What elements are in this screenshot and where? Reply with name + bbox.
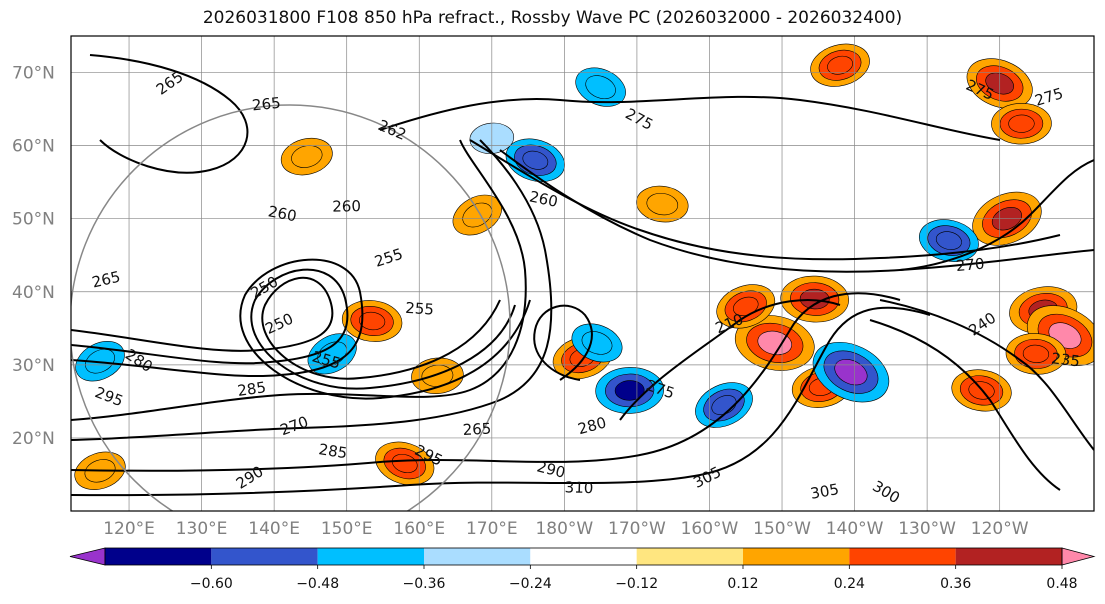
map-background bbox=[71, 36, 1094, 511]
colorbar-frame bbox=[104, 547, 1063, 566]
contour-line bbox=[71, 306, 931, 497]
contour-line bbox=[469, 139, 1061, 261]
contour-line bbox=[71, 139, 527, 421]
anomaly-patch bbox=[757, 330, 793, 356]
colorbar-segment bbox=[424, 548, 531, 565]
anomaly-patch bbox=[827, 55, 853, 75]
contour-line bbox=[619, 299, 841, 421]
lon-tick-label: 160°E bbox=[393, 519, 445, 539]
map-frame bbox=[70, 35, 1095, 512]
colorbar-tick-label: 0.36 bbox=[940, 576, 971, 592]
graticule bbox=[71, 36, 1094, 511]
colorbar-tick-label: −0.48 bbox=[296, 576, 339, 592]
contour-line bbox=[89, 54, 249, 174]
lon-tick-label: 140°E bbox=[248, 519, 300, 539]
colorbar-extend-high bbox=[1061, 547, 1096, 566]
contour-label: 255 bbox=[405, 299, 435, 319]
contour-label: 310 bbox=[564, 478, 593, 497]
lon-tick-label: 170°W bbox=[608, 519, 666, 539]
lon-tick-label: 120°W bbox=[971, 519, 1029, 539]
colorbar-segment bbox=[530, 548, 637, 565]
refractivity-contours bbox=[71, 54, 1094, 497]
lon-tick-label: 130°W bbox=[898, 519, 956, 539]
lon-tick-label: 150°E bbox=[321, 519, 373, 539]
map-panel: 2652652622552602502602752652552502552802… bbox=[71, 36, 1094, 511]
contour-label: 305 bbox=[809, 480, 840, 503]
colorbar-tick-label: −0.36 bbox=[403, 576, 446, 592]
contour-line bbox=[71, 276, 501, 380]
lat-tick-label: 20°N bbox=[12, 429, 55, 449]
colorbar: −0.60 −0.48 −0.36 −0.24 −0.12 0.12 0.24 0.36 0.4… bbox=[69, 547, 1096, 592]
contour-line bbox=[71, 268, 516, 390]
contour-line bbox=[879, 299, 1094, 451]
colorbar-segment bbox=[955, 548, 1062, 565]
contour-line bbox=[71, 139, 553, 441]
colorbar-extend-low bbox=[69, 547, 106, 566]
latitude-tick-labels: 70°N 60°N 50°N 40°N 30°N 20°N bbox=[12, 64, 55, 449]
anomaly-patch bbox=[358, 311, 386, 331]
lon-tick-label: 140°W bbox=[826, 519, 884, 539]
lon-tick-label: 180°W bbox=[535, 519, 593, 539]
lon-tick-label: 160°W bbox=[681, 519, 739, 539]
anomaly-patch bbox=[585, 75, 616, 100]
colorbar-tick-label: −0.24 bbox=[509, 576, 552, 592]
contour-label: 265 bbox=[462, 420, 492, 439]
lat-tick-label: 60°N bbox=[12, 137, 55, 157]
lon-tick-label: 170°E bbox=[466, 519, 518, 539]
contour-label: 265 bbox=[251, 94, 281, 115]
anomaly-patch bbox=[1022, 344, 1050, 363]
contour-label: 260 bbox=[528, 187, 560, 211]
contour-label: 265 bbox=[90, 268, 122, 292]
range-circle bbox=[71, 104, 511, 511]
colorbar-tick-label: 0.12 bbox=[727, 576, 758, 592]
anomaly-patch bbox=[391, 453, 418, 474]
contour-line bbox=[379, 95, 1001, 141]
colorbar-segment bbox=[849, 548, 956, 565]
contour-line bbox=[869, 319, 1061, 491]
contour-label: 285 bbox=[317, 440, 348, 462]
contour-label: 235 bbox=[1050, 349, 1081, 370]
contour-line bbox=[899, 159, 1094, 271]
colorbar-segment bbox=[743, 548, 850, 565]
lon-tick-label: 150°W bbox=[753, 519, 811, 539]
lat-tick-label: 50°N bbox=[12, 210, 55, 230]
lon-tick-label: 120°E bbox=[103, 519, 155, 539]
anomaly-patch bbox=[1008, 114, 1035, 133]
longitude-tick-labels: 120°E 130°E 140°E 150°E 160°E 170°E 180°W 170°W… bbox=[103, 519, 1029, 539]
contour-line bbox=[533, 304, 593, 381]
lat-tick-label: 40°N bbox=[12, 283, 55, 303]
anomaly-patch bbox=[646, 192, 679, 216]
colorbar-segment bbox=[211, 548, 318, 565]
chart-title: 2026031800 F108 850 hPa refract., Rossby… bbox=[202, 8, 903, 28]
contour-label: 260 bbox=[332, 197, 361, 215]
anomaly-patch bbox=[291, 145, 323, 168]
colorbar-tick-label: 0.48 bbox=[1046, 576, 1077, 592]
anomaly-patch bbox=[935, 231, 962, 250]
anomaly-patch bbox=[799, 288, 830, 310]
colorbar-segment bbox=[636, 548, 743, 565]
anomaly-patch bbox=[522, 150, 549, 170]
anomaly-patch bbox=[85, 348, 115, 374]
colorbar-segment bbox=[105, 548, 212, 565]
lon-tick-label: 130°E bbox=[176, 519, 228, 539]
colorbar-tick-label: 0.24 bbox=[834, 576, 865, 592]
colorbar-segment bbox=[317, 548, 424, 565]
lat-tick-label: 30°N bbox=[12, 356, 55, 376]
contour-line bbox=[71, 258, 531, 400]
lat-tick-label: 70°N bbox=[12, 64, 55, 84]
range-circle-outline bbox=[71, 104, 511, 511]
contour-line bbox=[499, 149, 1094, 273]
contour-label: 260 bbox=[267, 202, 299, 225]
colorbar-tick-label: −0.60 bbox=[190, 576, 233, 592]
contour-line bbox=[71, 292, 901, 472]
contour-label: 285 bbox=[236, 378, 267, 400]
colorbar-tick-label: −0.12 bbox=[615, 576, 658, 592]
contour-label: 270 bbox=[955, 255, 985, 275]
